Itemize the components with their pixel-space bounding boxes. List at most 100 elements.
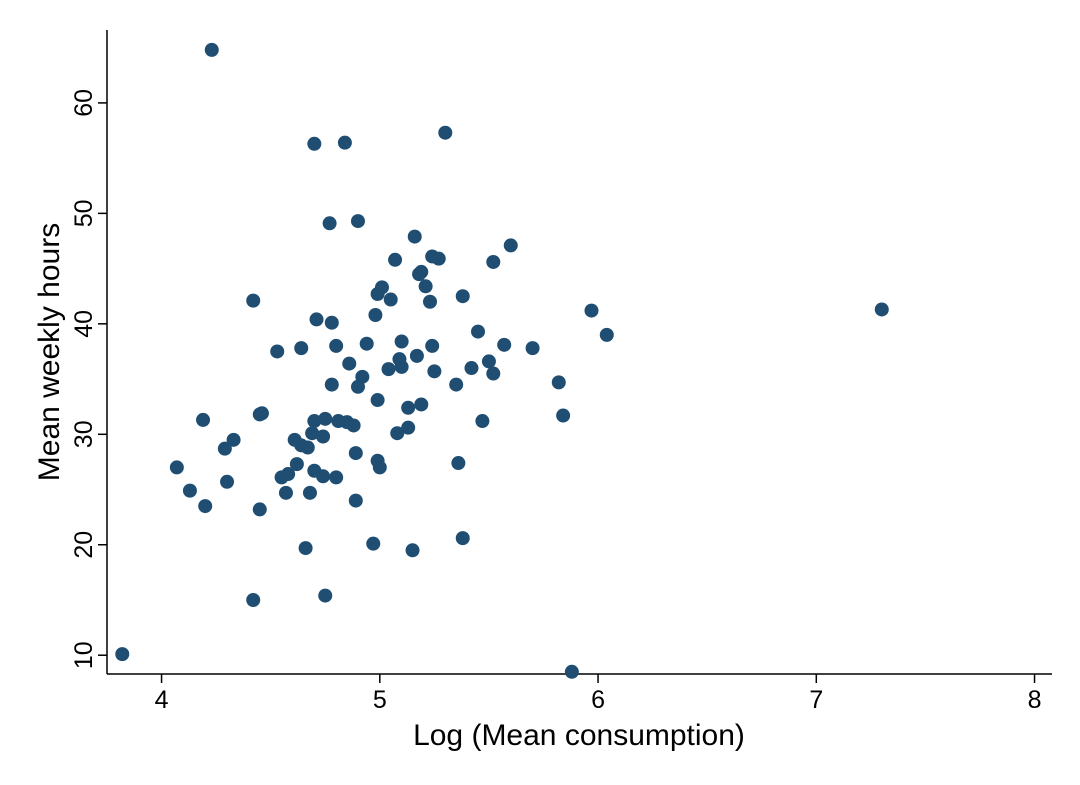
- data-point: [475, 414, 490, 429]
- x-axis-title: Log (Mean consumption): [413, 719, 745, 752]
- data-point: [366, 536, 381, 551]
- y-tick-label: 60: [70, 89, 98, 117]
- data-point: [497, 337, 512, 352]
- data-point: [324, 315, 339, 330]
- x-tick-label: 5: [373, 686, 387, 714]
- y-tick-label: 40: [70, 310, 98, 338]
- data-point: [390, 426, 405, 441]
- data-point: [307, 414, 322, 429]
- data-point: [289, 457, 304, 472]
- data-point: [394, 359, 409, 374]
- data-point: [455, 289, 470, 304]
- data-point: [254, 406, 269, 421]
- data-points: [115, 42, 889, 679]
- data-point: [481, 354, 496, 369]
- data-point: [401, 400, 416, 415]
- data-point: [414, 397, 429, 412]
- data-point: [401, 420, 416, 435]
- data-point: [196, 412, 211, 427]
- data-point: [409, 348, 424, 363]
- data-point: [300, 440, 315, 455]
- data-point: [252, 502, 267, 517]
- data-point: [584, 303, 599, 318]
- data-point: [431, 251, 446, 266]
- data-point: [564, 664, 579, 679]
- data-point: [329, 470, 344, 485]
- data-point: [464, 361, 479, 376]
- data-point: [270, 344, 285, 359]
- data-point: [370, 393, 385, 408]
- data-point: [551, 375, 566, 390]
- data-point: [381, 362, 396, 377]
- data-point: [342, 356, 357, 371]
- data-point: [405, 543, 420, 558]
- data-point: [329, 338, 344, 353]
- data-point: [348, 446, 363, 461]
- data-point: [423, 294, 438, 309]
- data-point: [425, 338, 440, 353]
- data-point: [350, 214, 365, 229]
- data-point: [471, 324, 486, 339]
- data-point: [427, 364, 442, 379]
- data-point: [294, 341, 309, 356]
- data-point: [217, 441, 232, 456]
- data-point: [449, 377, 464, 392]
- y-tick-label: 50: [70, 199, 98, 227]
- data-point: [324, 377, 339, 392]
- data-point: [412, 267, 427, 282]
- data-point: [318, 588, 333, 603]
- y-axis-title: Mean weekly hours: [33, 223, 66, 481]
- data-point: [305, 426, 320, 441]
- x-tick-label: 4: [155, 686, 169, 714]
- data-point: [451, 456, 466, 471]
- y-tick-label: 20: [70, 531, 98, 559]
- data-point: [370, 287, 385, 302]
- data-point: [394, 334, 409, 349]
- data-point: [556, 408, 571, 423]
- data-point: [599, 327, 614, 342]
- data-point: [278, 485, 293, 500]
- data-point: [322, 216, 337, 231]
- x-tick-label: 6: [591, 686, 605, 714]
- data-point: [246, 293, 261, 308]
- data-point: [169, 460, 184, 475]
- data-point: [383, 292, 398, 307]
- data-point: [388, 252, 403, 267]
- y-tick-label: 30: [70, 420, 98, 448]
- data-point: [503, 238, 518, 253]
- data-point: [418, 279, 433, 294]
- axis-ticks: 4 5 6 7 8 10 20 30 40 50 60: [70, 89, 1041, 714]
- data-point: [350, 379, 365, 394]
- data-point: [486, 366, 501, 381]
- data-point: [525, 341, 540, 356]
- data-point: [115, 647, 130, 662]
- data-point: [368, 307, 383, 322]
- data-point: [438, 125, 453, 140]
- data-point: [309, 312, 324, 327]
- data-point: [346, 418, 361, 433]
- data-point: [318, 411, 333, 426]
- data-point: [246, 592, 261, 607]
- data-point: [874, 302, 889, 317]
- data-point: [307, 136, 322, 151]
- data-point: [204, 42, 219, 57]
- data-point: [359, 336, 374, 351]
- data-point: [316, 469, 331, 484]
- data-point: [372, 460, 387, 475]
- data-point: [274, 470, 289, 485]
- data-point: [486, 254, 501, 269]
- data-point: [407, 229, 422, 244]
- data-point: [316, 429, 331, 444]
- data-point: [220, 474, 235, 489]
- data-point: [348, 493, 363, 508]
- data-point: [337, 135, 352, 150]
- x-tick-label: 7: [809, 686, 823, 714]
- data-point: [198, 499, 213, 514]
- data-point: [302, 485, 317, 500]
- data-point: [455, 531, 470, 546]
- x-tick-label: 8: [1028, 686, 1042, 714]
- data-point: [226, 432, 241, 447]
- y-tick-label: 10: [70, 641, 98, 669]
- data-point: [182, 483, 197, 498]
